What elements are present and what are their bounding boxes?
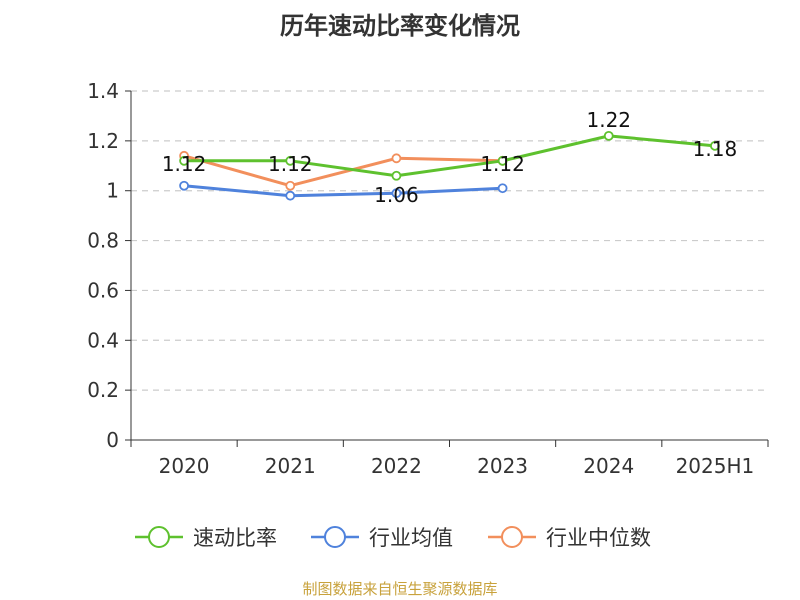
- legend-marker-0: [148, 526, 170, 548]
- data-label: 1.12: [268, 152, 313, 176]
- series-point-1: [391, 188, 402, 199]
- gridlines: [131, 90, 768, 391]
- y-tick-label: 0.8: [87, 229, 119, 253]
- series-point-0: [285, 155, 296, 166]
- legend-label: 速动比率: [193, 526, 277, 550]
- series-line-0: [184, 134, 716, 178]
- data-label: 1.18: [693, 137, 738, 161]
- series-point-2: [285, 180, 296, 191]
- series-point-0: [603, 130, 614, 141]
- series-point-2: [391, 153, 402, 164]
- legend-marker-1: [324, 526, 346, 548]
- series-point-0: [179, 155, 189, 166]
- x-tick-label: 2020: [159, 454, 210, 478]
- y-tick-label: 1.2: [87, 129, 119, 153]
- series-point-0: [497, 155, 508, 166]
- y-tick-label: 1: [106, 179, 119, 203]
- x-tick-label: 2022: [371, 454, 422, 478]
- x-tick-labels: 2020 2021 2022 2023 2024 2025H1: [159, 454, 755, 478]
- data-label: 1.12: [480, 152, 525, 176]
- legend-label: 行业中位数: [546, 526, 651, 550]
- y-tick-label: 0.6: [87, 278, 119, 302]
- axes: [125, 90, 769, 447]
- data-label: 1.22: [586, 108, 631, 132]
- y-tick-label: 0: [106, 428, 119, 452]
- x-tick-label: 2021: [265, 454, 316, 478]
- y-tick-label: 1.4: [87, 79, 119, 103]
- legend-label: 行业均值: [369, 526, 453, 550]
- x-tick-label: 2025H1: [676, 454, 755, 478]
- series-line-2: [183, 154, 503, 188]
- data-labels: 1.12 1.12 1.06 1.12 1.22 1.18: [162, 108, 737, 207]
- data-label: 1.06: [374, 183, 419, 207]
- data-label: 1.12: [162, 152, 207, 176]
- series-point-1: [179, 180, 189, 191]
- y-tick-label: 0.2: [87, 378, 119, 402]
- legend: 速动比率 行业均值 行业中位数: [135, 526, 651, 550]
- chart-title: 历年速动比率变化情况: [280, 12, 520, 40]
- series-point-0: [710, 140, 720, 151]
- source-note: 制图数据来自恒生聚源数据库: [302, 580, 498, 598]
- series-lines: [179, 130, 720, 201]
- x-tick-label: 2024: [583, 454, 634, 478]
- y-tick-label: 0.4: [87, 328, 119, 352]
- x-tick-label: 2023: [477, 454, 528, 478]
- series-point-0: [391, 170, 402, 181]
- y-tick-labels: 0 0.2 0.4 0.6 0.8 1 1.2 1.4: [87, 79, 119, 452]
- series-line-1: [183, 184, 503, 198]
- legend-marker-2: [501, 526, 523, 548]
- series-point-1: [285, 190, 296, 201]
- series-point-1: [497, 183, 508, 194]
